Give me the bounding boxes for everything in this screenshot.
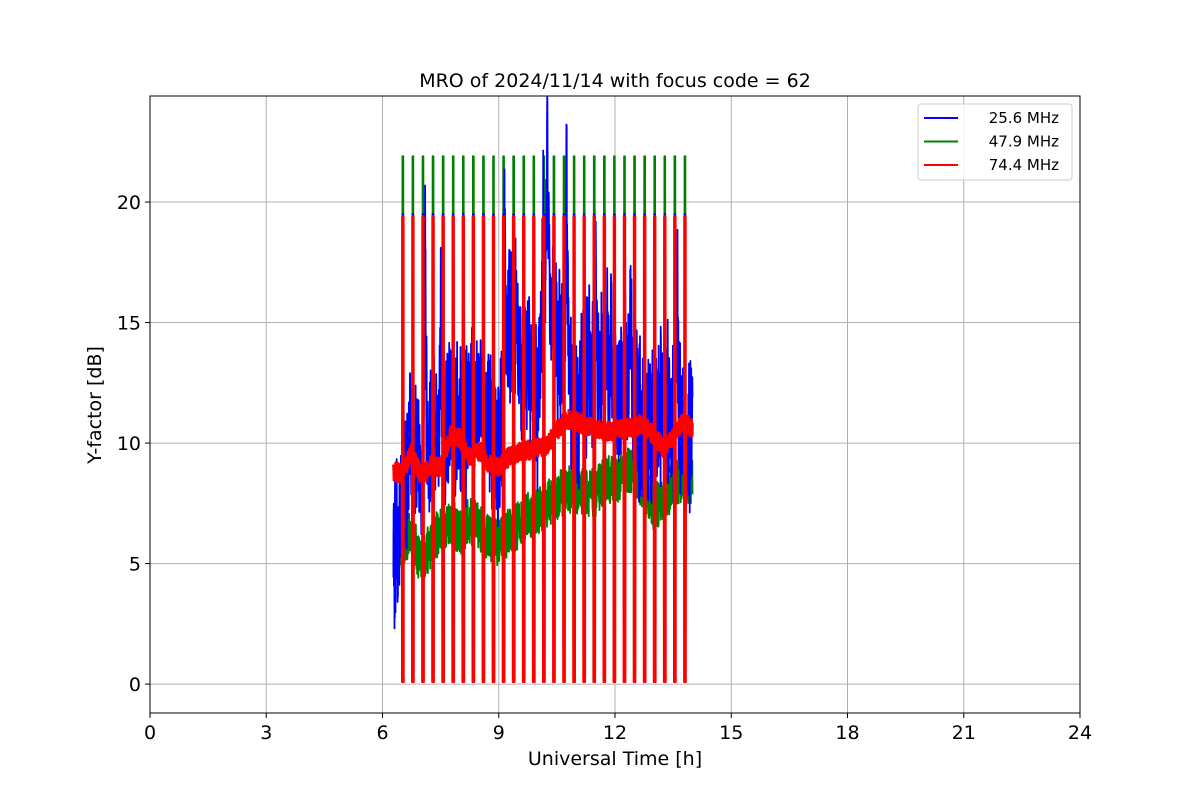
x-tick-label: 6 <box>376 722 388 744</box>
legend: 25.6 MHz 47.9 MHz 74.4 MHz <box>917 103 1073 181</box>
x-tick-label: 18 <box>835 722 859 744</box>
y-axis: 0 5 10 15 20 <box>117 192 150 696</box>
y-tick-label: 5 <box>129 554 141 576</box>
x-tick-label: 12 <box>603 722 627 744</box>
y-tick-label: 20 <box>117 192 141 214</box>
legend-label: 74.4 MHz <box>989 156 1059 174</box>
y-axis-label: Y-factor [dB] <box>84 346 106 465</box>
x-tick-label: 15 <box>719 722 743 744</box>
series-line <box>392 215 694 683</box>
x-axis: 0 3 6 9 12 15 18 21 24 <box>144 713 1092 744</box>
legend-label: 25.6 MHz <box>989 109 1059 127</box>
x-tick-label: 24 <box>1068 722 1092 744</box>
legend-box <box>917 103 1073 181</box>
plot-lines <box>392 96 694 683</box>
y-tick-label: 10 <box>117 433 141 455</box>
x-tick-label: 0 <box>144 722 156 744</box>
y-tick-label: 15 <box>117 313 141 335</box>
x-tick-label: 3 <box>260 722 272 744</box>
x-tick-label: 21 <box>952 722 976 744</box>
x-axis-label: Universal Time [h] <box>528 748 702 770</box>
y-tick-label: 0 <box>129 674 141 696</box>
legend-label: 47.9 MHz <box>989 133 1059 151</box>
x-tick-label: 9 <box>493 722 505 744</box>
chart-title: MRO of 2024/11/14 with focus code = 62 <box>419 70 811 92</box>
